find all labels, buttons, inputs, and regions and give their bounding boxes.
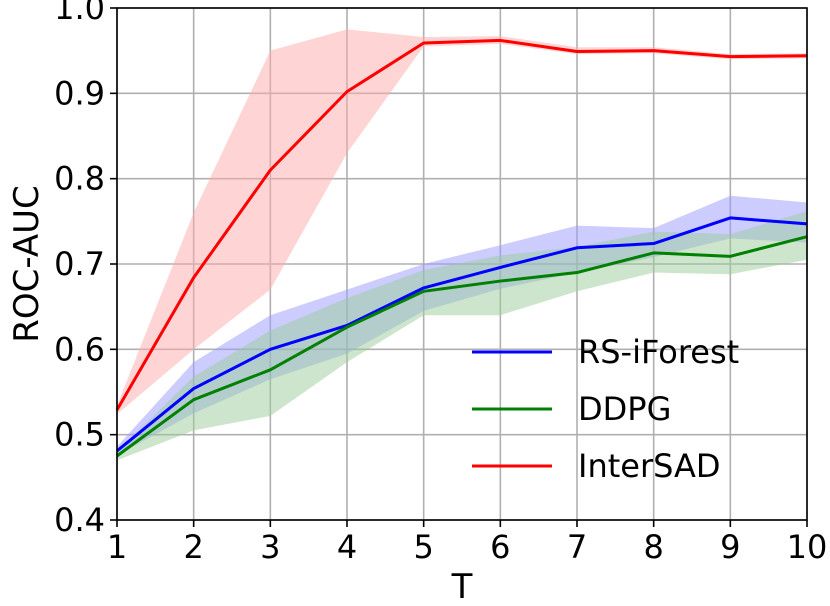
y-tick-label: 0.7: [54, 245, 105, 283]
x-tick-label: 2: [183, 528, 203, 566]
y-tick-label: 0.4: [54, 501, 105, 539]
legend-label-ddpg: DDPG: [578, 390, 671, 428]
y-tick-label: 0.6: [54, 330, 105, 368]
x-tick-label: 8: [643, 528, 663, 566]
legend-label-rs-iforest: RS-iForest: [578, 333, 739, 371]
legend-label-intersad: InterSAD: [578, 447, 721, 485]
x-tick-label: 10: [787, 528, 828, 566]
x-tick-label: 6: [490, 528, 510, 566]
y-axis-label: ROC-AUC: [7, 185, 47, 343]
x-tick-label: 1: [107, 528, 127, 566]
x-axis-label: T: [451, 567, 473, 606]
line-ddpg: [116, 235, 808, 458]
line-rs-iforest: [116, 216, 808, 453]
y-tick-label: 0.8: [54, 160, 105, 198]
axis-ticks: 1 2 3 4 5 6 7 8 9 10 0.4 0.5 0.6 0.7 0.8 0.9 1.0: [54, 0, 827, 566]
y-tick-label: 1.0: [54, 0, 105, 27]
legend: RS-iForest DDPG InterSAD: [472, 333, 739, 485]
confidence-bands: [117, 29, 807, 461]
band-ddpg: [117, 211, 807, 461]
series-lines: [115, 38, 808, 458]
x-tick-label: 3: [260, 528, 280, 566]
x-tick-label: 7: [567, 528, 587, 566]
y-tick-label: 0.9: [54, 74, 105, 112]
x-tick-label: 5: [413, 528, 433, 566]
band-intersad: [117, 29, 807, 415]
x-tick-label: 4: [337, 528, 357, 566]
y-tick-label: 0.5: [54, 416, 105, 454]
x-tick-label: 9: [720, 528, 740, 566]
line-intersad: [115, 38, 808, 411]
